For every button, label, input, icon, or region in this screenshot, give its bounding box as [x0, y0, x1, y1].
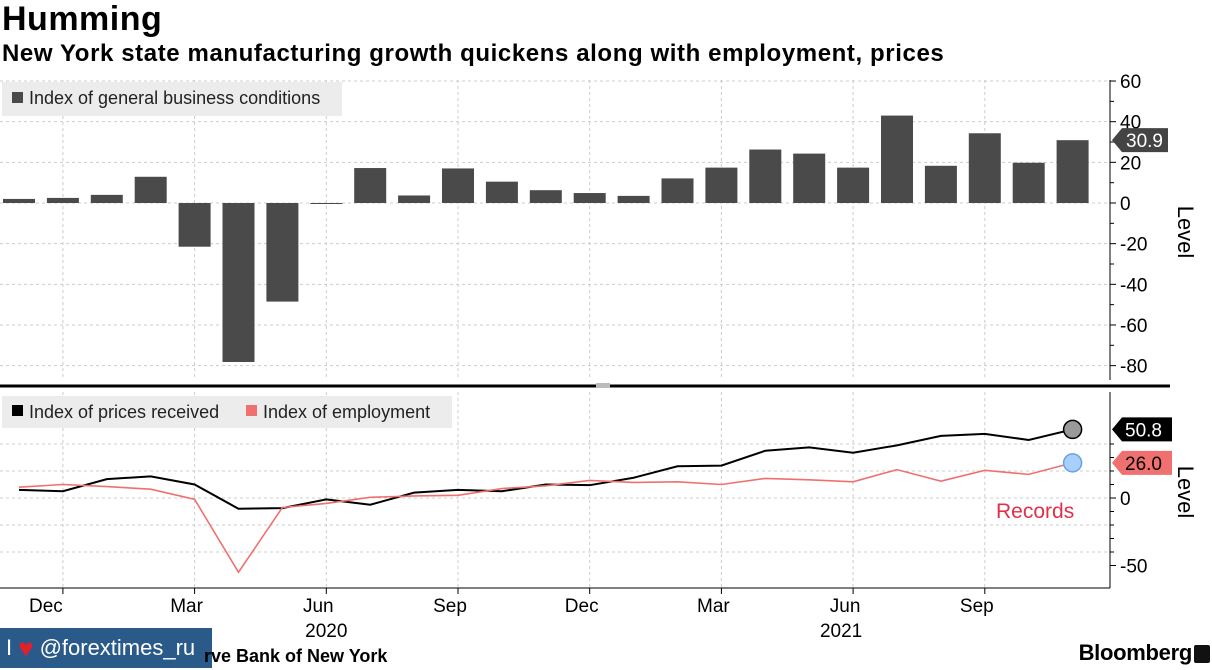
bar: [573, 193, 606, 203]
bar: [266, 203, 299, 302]
bar: [1012, 162, 1045, 203]
bar: [90, 194, 123, 203]
prices-value-label: 50.8: [1125, 420, 1162, 441]
y-tick-label: 0: [1120, 489, 1131, 510]
bar: [46, 197, 79, 203]
y-axis-label: Level: [1173, 206, 1198, 259]
terminal-icon: [1194, 645, 1210, 663]
bar: [837, 167, 870, 203]
records-annotation: Records: [996, 500, 1074, 523]
prices-end-marker: [1062, 419, 1083, 440]
chart-subtitle: New York state manufacturing growth quic…: [2, 40, 945, 67]
y-tick-label: -40: [1120, 275, 1147, 296]
last-value-label: 30.9: [1126, 131, 1163, 152]
legend-swatch-employment: [246, 405, 257, 416]
x-tick-label: Jun: [303, 596, 334, 617]
y-axis-label: Level: [1173, 466, 1198, 519]
watermark-prefix: I: [6, 635, 13, 660]
source-note: rve Bank of New York: [204, 646, 388, 666]
bar: [529, 190, 562, 203]
bar: [178, 203, 211, 247]
prices-value-tag: [1112, 417, 1172, 442]
chart-title: Humming: [2, 0, 163, 38]
employment-value-label: 26.0: [1125, 454, 1162, 475]
bar: [310, 203, 343, 204]
employment-line: [18, 462, 1073, 574]
year-label: 2021: [820, 621, 862, 642]
bar: [705, 167, 738, 203]
x-tick-label: Mar: [697, 596, 730, 617]
bar: [3, 198, 35, 203]
legend-label-employment: Index of employment: [263, 402, 430, 422]
y-tick-label: -60: [1120, 316, 1147, 337]
bar: [924, 165, 957, 203]
x-tick-label: Jun: [830, 596, 861, 617]
prices-line: [18, 428, 1073, 510]
bar: [442, 168, 474, 203]
last-value-tag: [1112, 128, 1168, 153]
y-tick-label: -50: [1120, 557, 1147, 578]
bar: [968, 133, 1001, 203]
watermark-text: @forextimes_ru: [39, 635, 196, 660]
legend-background: [2, 396, 452, 428]
bar: [485, 181, 518, 203]
x-tick-label: Dec: [29, 596, 63, 617]
legend-label: Index of general business conditions: [29, 88, 320, 108]
legend-background: [2, 82, 342, 116]
heart-icon: ♥: [18, 632, 34, 663]
bar: [398, 195, 431, 203]
bar: [134, 176, 167, 203]
employment-end-marker: [1062, 453, 1083, 473]
bar: [354, 168, 387, 203]
y-tick-label: 0: [1120, 194, 1131, 215]
panel-splitter-handle: [596, 383, 610, 388]
bar: [617, 195, 650, 203]
y-tick-label: -20: [1120, 235, 1147, 256]
employment-value-tag: [1112, 450, 1172, 475]
bar: [881, 115, 913, 203]
legend-label-prices: Index of prices received: [29, 402, 219, 422]
bar: [1056, 140, 1089, 203]
brand-logo: Bloomberg: [1078, 640, 1193, 665]
bar: [793, 153, 826, 203]
x-tick-label: Mar: [170, 596, 203, 617]
bar: [661, 178, 694, 203]
x-tick-label: Sep: [960, 596, 994, 617]
y-tick-label: 20: [1120, 153, 1141, 174]
bar: [749, 149, 782, 203]
year-label: 2020: [305, 621, 347, 642]
x-tick-label: Sep: [433, 596, 467, 617]
y-tick-label: -80: [1120, 357, 1147, 378]
legend-swatch-prices: [12, 405, 23, 416]
legend-swatch: [12, 92, 23, 103]
bar: [222, 203, 255, 362]
x-tick-label: Dec: [565, 596, 599, 617]
watermark-badge: I ♥ @forextimes_ru: [0, 628, 212, 668]
y-tick-label: 60: [1120, 72, 1141, 93]
